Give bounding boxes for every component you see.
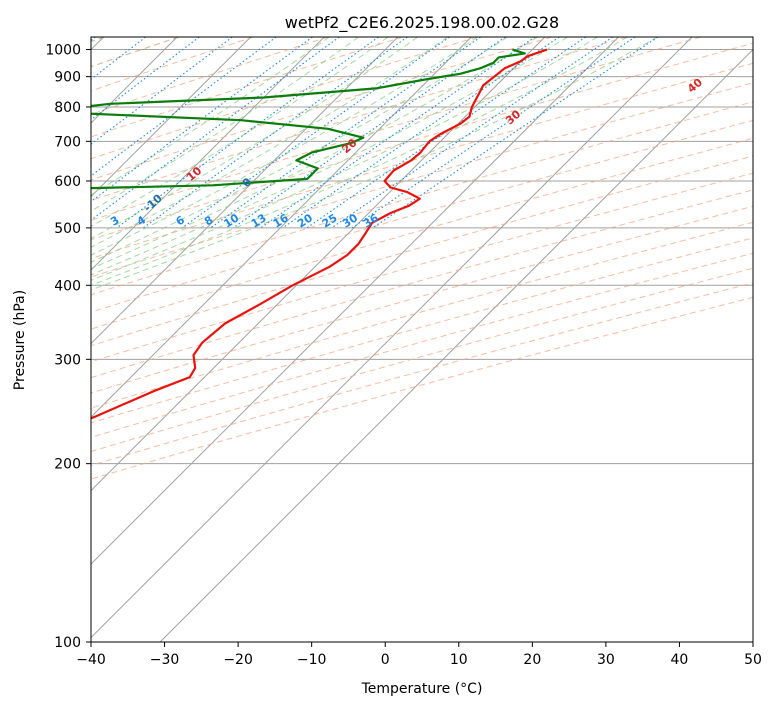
dry-adiabat-line xyxy=(91,119,753,313)
x-tick-label: 30 xyxy=(597,652,615,668)
mixing-ratio-label: 4 xyxy=(135,213,149,228)
mixing-ratio-line xyxy=(351,37,636,229)
isotherm-line xyxy=(91,37,252,198)
mixing-ratio-line xyxy=(91,37,96,42)
moist-adiabat-line xyxy=(91,37,628,286)
y-tick-label: 400 xyxy=(54,278,81,294)
y-tick-label: 300 xyxy=(54,352,81,368)
isotherm-line xyxy=(159,48,753,642)
dry-adiabat-label: 40 xyxy=(685,76,705,96)
x-tick-label: 0 xyxy=(381,652,390,668)
x-tick-label: 50 xyxy=(744,652,762,668)
dry-adiabat-line xyxy=(91,296,753,480)
y-tick-label: 600 xyxy=(54,174,81,190)
isotherm-line xyxy=(91,37,325,271)
mixing-ratio-line xyxy=(181,37,450,229)
isotherm-line xyxy=(91,37,546,492)
x-tick-label: −20 xyxy=(223,652,253,668)
dry-adiabat-line xyxy=(91,37,627,201)
y-tick-label: 100 xyxy=(54,635,81,651)
mixing-ratio-line xyxy=(91,37,233,145)
moist-adiabat-line xyxy=(91,37,330,196)
dewpoint-profile-line xyxy=(91,48,526,190)
dry-adiabat-line xyxy=(91,62,753,260)
moist-adiabat-line xyxy=(91,37,389,228)
x-tick-label: 10 xyxy=(450,652,468,668)
y-tick-label: 700 xyxy=(54,134,81,150)
y-tick-label: 200 xyxy=(54,457,81,473)
mixing-ratio-line xyxy=(91,37,146,80)
mixing-ratio-line xyxy=(282,37,560,229)
y-axis-label: Pressure (hPa) xyxy=(12,290,28,390)
moist-adiabat-line xyxy=(91,37,418,240)
y-tick-label: 1000 xyxy=(45,43,81,59)
isotherm-line xyxy=(91,37,399,345)
mixing-ratio-line xyxy=(232,37,506,229)
dry-adiabat-line xyxy=(91,37,254,92)
x-tick-label: −30 xyxy=(150,652,180,668)
dry-adiabat-line xyxy=(91,37,403,138)
y-tick-label: 900 xyxy=(54,70,81,86)
x-tick-label: −10 xyxy=(297,652,327,668)
isotherm-line xyxy=(91,37,472,418)
dry-adiabat-line xyxy=(91,189,753,379)
dry-adiabat-line xyxy=(91,221,753,409)
mixing-ratio-label: 1 xyxy=(14,213,27,228)
mixing-ratio-line xyxy=(210,37,481,229)
dry-adiabat-line xyxy=(91,172,753,363)
x-tick-label: −40 xyxy=(76,652,106,668)
y-tick-label: 800 xyxy=(54,100,81,116)
moist-adiabat-line xyxy=(91,37,538,270)
dry-adiabat-label: 20 xyxy=(339,136,359,156)
dry-adiabat-label: 30 xyxy=(503,107,523,127)
dry-adiabat-line xyxy=(91,267,753,453)
moist-adiabat-line xyxy=(91,37,359,212)
moist-adiabat-line xyxy=(91,37,508,263)
dry-adiabat-line xyxy=(91,37,552,181)
mixing-ratio-line xyxy=(91,37,340,221)
x-tick-label: 20 xyxy=(523,652,541,668)
isotherm-line xyxy=(91,37,693,639)
plot-frame xyxy=(90,36,754,643)
isotherm-line xyxy=(91,37,619,565)
mixing-ratio-line xyxy=(91,37,200,121)
dry-adiabat-line xyxy=(91,101,753,296)
mixing-ratio-line xyxy=(260,37,536,229)
dry-adiabat-line xyxy=(91,252,753,438)
moist-adiabat-line xyxy=(91,37,448,248)
chart-title: wetPf2_C2E6.2025.198.00.02.G28 xyxy=(285,13,559,33)
dry-adiabat-line xyxy=(91,155,753,347)
dry-adiabat-line xyxy=(91,42,753,241)
moist-adiabat-line xyxy=(91,37,658,291)
moist-adiabat-line xyxy=(91,37,598,281)
dry-adiabat-line xyxy=(91,37,702,221)
x-axis-label: Temperature (°C) xyxy=(361,681,483,697)
dry-adiabat-line xyxy=(91,137,753,330)
temperature-profile-line xyxy=(91,48,548,420)
mixing-ratio-line xyxy=(372,37,659,229)
moist-adiabat-line xyxy=(91,37,478,256)
x-tick-label: 40 xyxy=(671,652,689,668)
mixing-ratio-line xyxy=(116,37,379,229)
y-tick-label: 500 xyxy=(54,221,81,237)
dry-adiabat-line xyxy=(91,37,478,160)
moist-adiabat-line xyxy=(91,37,568,276)
